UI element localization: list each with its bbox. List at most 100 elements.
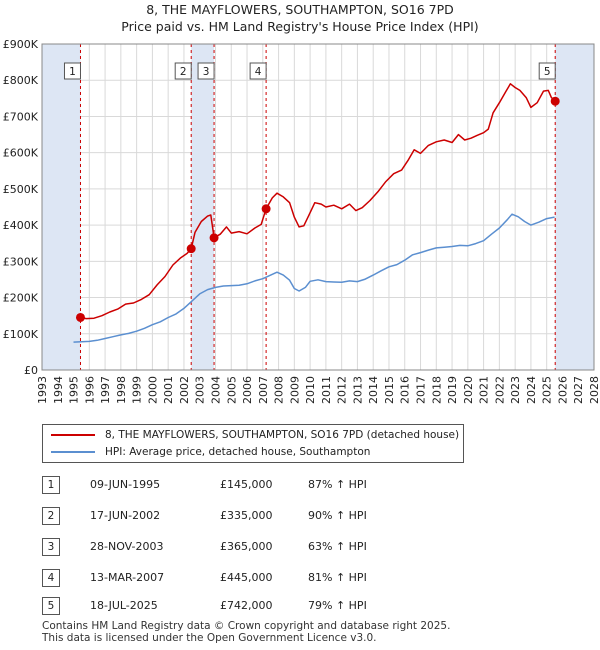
footer-copyright: Contains HM Land Registry data © Crown c… [42,620,451,632]
x-tick-label: 1994 [52,376,65,404]
plot-area [42,44,594,370]
table-row: 5 18-JUL-2025 £742,000 79% ↑ HPI [0,597,600,617]
x-tick-label: 2013 [351,376,364,404]
table-row: 2 17-JUN-2002 £335,000 90% ↑ HPI [0,507,600,527]
x-tick-label: 2025 [541,376,554,404]
x-tick-label: 1996 [83,376,96,404]
x-tick-label: 2024 [525,376,538,404]
sale-price: £335,000 [220,509,273,522]
x-tick-label: 2003 [194,376,207,404]
y-tick-label: £100K [3,328,39,341]
legend-label-property: 8, THE MAYFLOWERS, SOUTHAMPTON, SO16 7PD… [105,429,460,441]
x-tick-label: 2012 [336,376,349,404]
x-tick-label: 2016 [399,376,412,404]
y-tick-label: £0 [24,364,38,377]
sale-price: £742,000 [220,599,273,612]
y-tick-label: £600K [3,147,39,160]
x-tick-label: 1993 [36,376,49,404]
sale-point [209,233,219,243]
sale-label: 1 [69,66,76,78]
x-tick-label: 2011 [320,376,333,404]
sale-hpi-change: 81% ↑ HPI [308,571,367,584]
sale-date: 09-JUN-1995 [90,478,161,491]
sale-label-box [174,62,192,80]
sale-hpi-change: 87% ↑ HPI [308,478,367,491]
legend-item-hpi: HPI: Average price, detached house, Sout… [51,444,370,460]
x-tick-label: 2026 [556,376,569,404]
table-row: 3 28-NOV-2003 £365,000 63% ↑ HPI [0,538,600,558]
x-tick-label: 2017 [415,376,428,404]
x-tick-label: 2001 [162,376,175,404]
x-tick-label: 2019 [446,376,459,404]
table-row: 4 13-MAR-2007 £445,000 81% ↑ HPI [0,569,600,589]
sale-number-badge: 2 [42,507,60,525]
sale-number-badge: 4 [42,569,60,587]
sale-label-box [63,62,81,80]
y-tick-label: £700K [3,110,39,123]
y-tick-label: £900K [3,38,39,51]
sale-date: 18-JUL-2025 [90,599,158,612]
y-tick-label: £300K [3,255,39,268]
sale-hpi-change: 63% ↑ HPI [308,540,367,553]
x-tick-label: 2004 [209,376,222,404]
legend: 8, THE MAYFLOWERS, SOUTHAMPTON, SO16 7PD… [42,424,464,463]
x-tick-label: 2018 [430,376,443,404]
x-tick-label: 2022 [493,376,506,404]
sale-label: 2 [180,66,187,78]
sale-point [550,96,560,106]
legend-swatch-hpi [51,451,95,453]
footer-licence: This data is licensed under the Open Gov… [42,632,377,644]
x-tick-label: 2008 [273,376,286,404]
x-tick-label: 2002 [178,376,191,404]
x-tick-label: 1999 [131,376,144,404]
x-tick-label: 2007 [257,376,270,404]
sale-point [75,312,85,322]
y-tick-label: £200K [3,292,39,305]
sale-point [261,204,271,214]
y-tick-label: £500K [3,183,39,196]
sale-date: 13-MAR-2007 [90,571,165,584]
x-tick-label: 2006 [241,376,254,404]
price-chart: 1 2 3 4 5 £0 £100K £200K £300K £400K £500K £600K £7… [3,38,600,404]
sale-hpi-change: 79% ↑ HPI [308,599,367,612]
shaded-region [42,44,81,370]
x-tick-label: 2021 [478,376,491,404]
sale-label-box [197,62,215,80]
property-price-line [80,83,556,320]
x-tick-label: 2027 [572,376,585,404]
x-tick-label: 2010 [304,376,317,404]
shaded-region [191,44,215,370]
sale-hpi-change: 90% ↑ HPI [308,509,367,522]
x-tick-label: 2015 [383,376,396,404]
x-tick-label: 2028 [588,376,600,404]
shaded-region [555,44,594,370]
x-tick-label: 2014 [367,376,380,404]
sale-label: 4 [255,66,262,78]
table-row: 1 09-JUN-1995 £145,000 87% ↑ HPI [0,476,600,496]
x-tick-label: 2005 [225,376,238,404]
sale-label-box [538,62,556,80]
sale-label: 3 [203,66,210,78]
x-tick-label: 2020 [462,376,475,404]
sale-label-box [249,62,267,80]
sale-date: 17-JUN-2002 [90,509,161,522]
sale-price: £365,000 [220,540,273,553]
x-tick-label: 1997 [99,376,112,404]
sale-number-badge: 5 [42,597,60,615]
sale-number-badge: 1 [42,476,60,494]
y-tick-label: £400K [3,219,39,232]
sale-price: £145,000 [220,478,273,491]
y-tick-label: £800K [3,74,39,87]
chart-title: 8, THE MAYFLOWERS, SOUTHAMPTON, SO16 7PD [146,2,454,17]
plot-border [41,43,595,371]
x-tick-label: 2000 [146,376,159,404]
hpi-line [73,213,555,343]
x-tick-label: 2023 [509,376,522,404]
x-tick-label: 1995 [68,376,81,404]
legend-label-hpi: HPI: Average price, detached house, Sout… [105,446,371,458]
legend-item-property: 8, THE MAYFLOWERS, SOUTHAMPTON, SO16 7PD… [51,427,459,443]
x-tick-label: 2009 [288,376,301,404]
chart-subtitle: Price paid vs. HM Land Registry's House … [121,19,479,34]
sale-price: £445,000 [220,571,273,584]
sale-date: 28-NOV-2003 [90,540,164,553]
